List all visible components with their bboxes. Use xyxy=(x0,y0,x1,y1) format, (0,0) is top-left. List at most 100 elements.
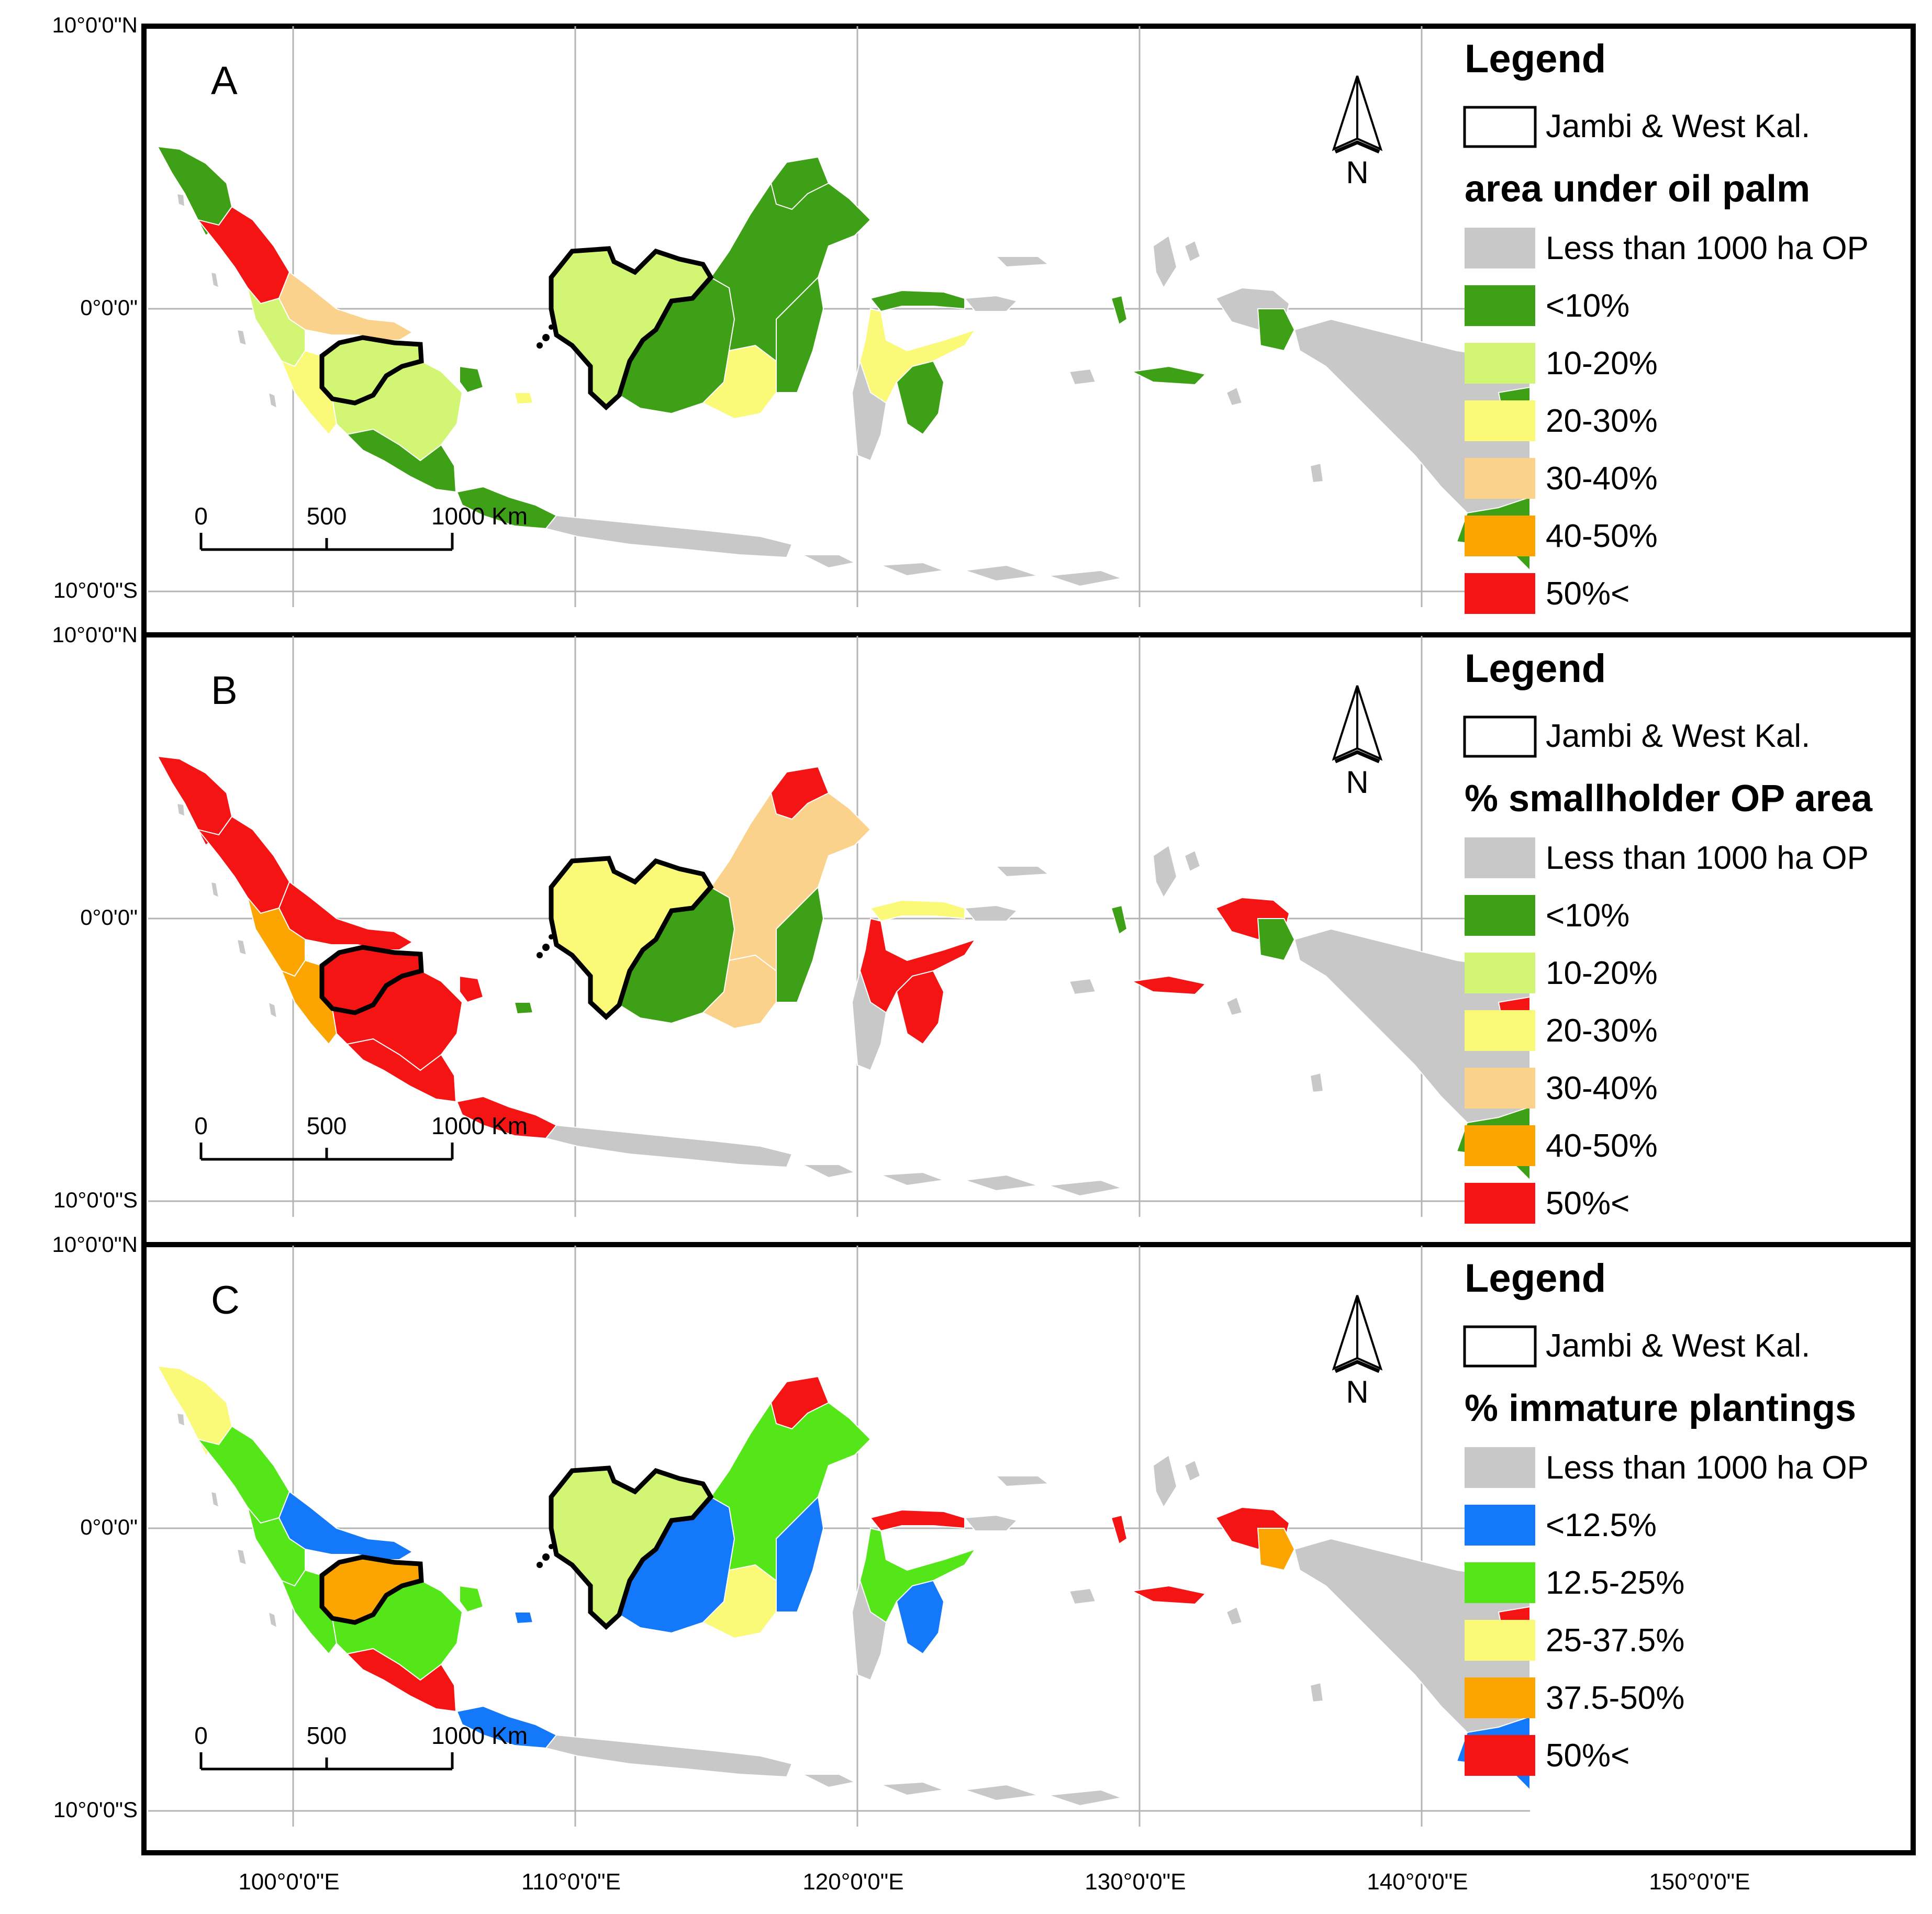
region-maluku-north xyxy=(1110,295,1128,326)
scale-bar: 0 500 1000 Km xyxy=(194,502,528,551)
region-belitung xyxy=(513,1002,534,1015)
scale-label-500: 500 xyxy=(307,502,347,530)
lon-label-100e: 100°0'0"E xyxy=(238,1869,339,1895)
scale-label-1000km: 1000 Km xyxy=(431,1722,528,1749)
lon-label-110e: 110°0'0"E xyxy=(521,1869,621,1895)
map-panel-c: 10°0'0"N 0°0'0" 10°0'0"S xyxy=(52,1232,1869,1827)
region-maluku-north xyxy=(1110,1514,1128,1545)
region-kaltim-south xyxy=(776,1495,824,1613)
region-bangka xyxy=(459,365,484,394)
legend-swatch xyxy=(1465,1125,1535,1166)
region-maluku-north xyxy=(1110,904,1128,935)
lon-label-140e: 140°0'0"E xyxy=(1367,1869,1468,1895)
region-sulawesi-north xyxy=(869,1509,965,1532)
west-kalimantan-boundary xyxy=(549,246,714,411)
scale-label-0: 0 xyxy=(194,502,208,530)
legend: Legend Jambi & West Kal. % smallholder O… xyxy=(1463,646,1873,1224)
panel-letter: C xyxy=(211,1278,240,1323)
region-sulawesi-south xyxy=(851,1579,887,1681)
region-east-small-islands xyxy=(995,240,1324,484)
legend-boundary-label: Jambi & West Kal. xyxy=(1546,108,1810,144)
legend-class-label: 50%< xyxy=(1546,1185,1629,1222)
figure-frame xyxy=(141,24,1916,1855)
lat-label-north: 10°0'0"N xyxy=(52,13,138,37)
region-buru xyxy=(1068,368,1097,386)
legend-class-label: 40-50% xyxy=(1546,1128,1658,1164)
legend-boundary-label: Jambi & West Kal. xyxy=(1546,718,1810,754)
panel-letter: B xyxy=(211,668,238,713)
region-belitung xyxy=(513,1611,534,1625)
legend-swatch xyxy=(1465,1068,1535,1109)
scale-bar: 0 500 1000 Km xyxy=(194,1112,528,1161)
region-east-small-islands xyxy=(995,1459,1324,1703)
region-sulawesi-gorontalo xyxy=(964,1514,1018,1531)
map-panel-a: 10°0'0"N 0°0'0" 10°0'0"S xyxy=(52,13,1869,614)
region-sulawesi-southeast xyxy=(896,360,945,435)
lat-label-south: 10°0'0"S xyxy=(53,1188,138,1212)
legend-swatch xyxy=(1465,1505,1535,1546)
legend-classes: Less than 1000 ha OP <12.5% 12.5-25% 25-37.… xyxy=(1465,1447,1869,1776)
region-sumatra-riau xyxy=(278,1491,414,1560)
jambi-boundary xyxy=(319,1554,424,1625)
region-kaltara xyxy=(770,156,830,210)
legend-swatch xyxy=(1465,1183,1535,1224)
region-sumatra-lampung xyxy=(345,1038,457,1103)
legend-class-label: 25-37.5% xyxy=(1546,1622,1684,1659)
north-label: N xyxy=(1346,155,1368,190)
legend-swatch xyxy=(1465,1677,1535,1718)
legend-class-label: 20-30% xyxy=(1546,403,1658,439)
region-nusa-tenggara xyxy=(802,1774,1124,1807)
legend-class-label: <10% xyxy=(1546,288,1629,324)
region-sumatra-islands xyxy=(176,1412,278,1629)
legend-class-label: Less than 1000 ha OP xyxy=(1546,840,1869,876)
legend-boundary-swatch xyxy=(1463,106,1537,148)
north-arrow-icon xyxy=(1332,75,1383,154)
legend-swatch xyxy=(1465,837,1535,878)
legend-classes: Less than 1000 ha OP <10% 10-20% 20-30% 30-4… xyxy=(1465,837,1869,1224)
legend: Legend Jambi & West Kal. area under oil … xyxy=(1463,37,1869,614)
lon-label-130e: 130°0'0"E xyxy=(1085,1869,1186,1895)
north-label: N xyxy=(1346,765,1368,800)
legend-title: Legend xyxy=(1465,37,1606,81)
panel-letter: A xyxy=(211,59,238,103)
region-bangka xyxy=(459,1585,484,1613)
lat-label-north: 10°0'0"N xyxy=(52,1232,138,1257)
legend-class-label: 30-40% xyxy=(1546,1070,1658,1106)
legend-swatch xyxy=(1465,228,1535,268)
scale-label-500: 500 xyxy=(307,1722,347,1749)
region-sulawesi-north xyxy=(869,289,965,312)
lat-label-north: 10°0'0"N xyxy=(52,622,138,647)
graticule xyxy=(148,1246,1530,1827)
region-java-central-east xyxy=(545,514,793,558)
jambi-boundary xyxy=(319,945,424,1015)
region-sulawesi-southeast xyxy=(896,1580,945,1655)
region-nusa-tenggara xyxy=(802,554,1124,587)
region-kaltim-south xyxy=(776,276,824,393)
legend-class-label: 10-20% xyxy=(1546,345,1658,382)
region-bangka xyxy=(459,975,484,1003)
region-kaltara xyxy=(770,766,830,820)
region-seram xyxy=(1130,1585,1207,1605)
map-panel-b: 10°0'0"N 0°0'0" 10°0'0"S xyxy=(52,622,1873,1224)
west-kalimantan-coastal-islands xyxy=(537,934,554,958)
region-sulawesi-north xyxy=(869,899,965,922)
region-sumatra-riau xyxy=(278,271,414,341)
region-sulawesi-southeast xyxy=(896,970,945,1045)
legend-class-label: 20-30% xyxy=(1546,1013,1658,1049)
legend-boundary-swatch xyxy=(1463,1325,1537,1368)
legend-swatch xyxy=(1465,1010,1535,1051)
lon-label-120e: 120°0'0"E xyxy=(802,1869,903,1895)
legend-swatch xyxy=(1465,1620,1535,1661)
legend-swatch xyxy=(1465,516,1535,556)
legend-title: Legend xyxy=(1465,646,1606,691)
legend-class-label: 10-20% xyxy=(1546,955,1658,991)
region-sumatra-lampung xyxy=(345,428,457,493)
legend: Legend Jambi & West Kal. % immature plan… xyxy=(1463,1256,1869,1776)
legend-class-label: Less than 1000 ha OP xyxy=(1546,1450,1869,1486)
legend-swatch xyxy=(1465,1447,1535,1488)
legend-boundary-label: Jambi & West Kal. xyxy=(1546,1328,1810,1364)
legend-title: Legend xyxy=(1465,1256,1606,1301)
legend-swatch xyxy=(1465,458,1535,499)
west-kalimantan-coastal-islands xyxy=(537,324,554,349)
